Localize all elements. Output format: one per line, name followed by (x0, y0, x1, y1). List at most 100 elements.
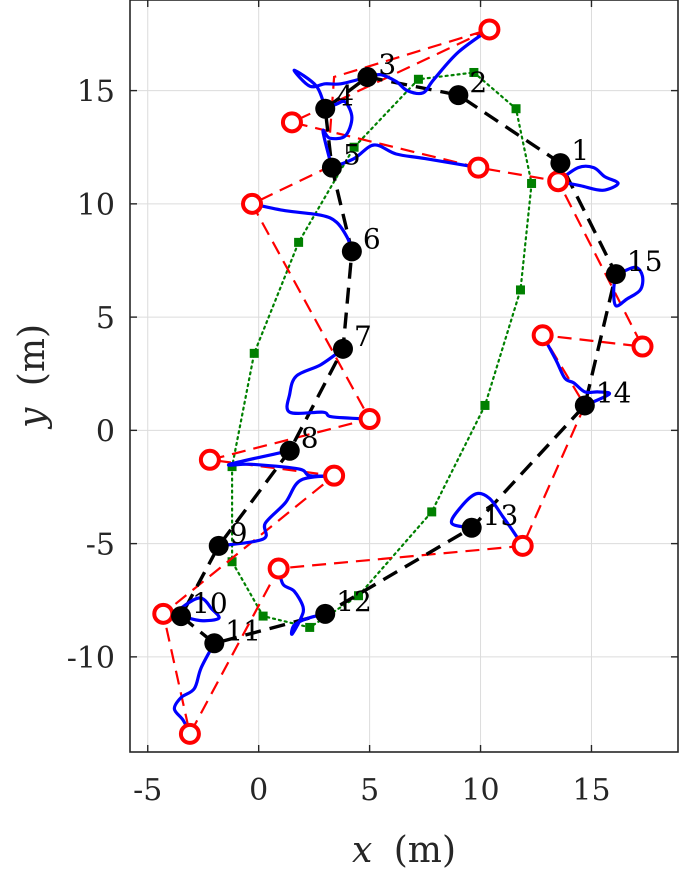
y-tick-label: -10 (67, 641, 115, 676)
y-tick-label: 10 (77, 188, 115, 223)
black-node-3 (357, 67, 378, 88)
plot-area-background (130, 0, 678, 752)
black-node-2 (448, 85, 469, 106)
red-circle-marker (323, 464, 346, 487)
y-axis-var: y (12, 407, 53, 430)
red-circle-marker (547, 170, 570, 193)
blue-path (449, 491, 525, 548)
node-label-3: 3 (378, 48, 396, 81)
node-label-5: 5 (343, 139, 361, 172)
y-axis-unit: (m) (12, 324, 53, 386)
black-nodes (171, 67, 626, 654)
node-label-6: 6 (363, 222, 381, 255)
black-node-8 (279, 440, 300, 461)
blue-path (285, 347, 372, 421)
blue-path (612, 265, 645, 308)
red-circle-marker (631, 335, 654, 358)
node-label-11: 11 (225, 614, 261, 647)
blue-path (330, 143, 480, 170)
blue-path (541, 333, 612, 407)
green-square-marker (349, 142, 359, 152)
green-square-marker (354, 591, 364, 601)
black-node-11 (204, 633, 225, 654)
red-circle-marker (467, 156, 490, 179)
black-node-15 (605, 264, 626, 285)
y-tick-label: 15 (77, 75, 115, 110)
blue-path (321, 99, 354, 170)
green-square-marker (294, 237, 304, 247)
green-square-marker (258, 611, 268, 621)
x-tick-label: 0 (249, 773, 268, 808)
green-square-marker (227, 557, 237, 567)
green-square-marker (249, 348, 259, 358)
x-axis-label: x (m) (352, 830, 456, 871)
y-tick-label: 0 (96, 414, 115, 449)
black-node-9 (208, 535, 229, 556)
red-circle-marker (280, 111, 303, 134)
red-circle-marker (358, 408, 381, 431)
y-axis-label: y (m) (12, 324, 53, 430)
black-node-13 (461, 517, 482, 538)
black-node-14 (574, 395, 595, 416)
node-label-13: 13 (483, 499, 519, 532)
x-tick-label: 10 (461, 773, 499, 808)
x-axis-var: x (352, 830, 372, 871)
green-square-marker (515, 285, 525, 295)
red-circle-marker (511, 534, 534, 557)
node-label-15: 15 (627, 245, 663, 278)
green-square-marker (480, 400, 490, 410)
y-tick-label: -5 (86, 528, 115, 563)
green-square-marker (527, 178, 537, 188)
x-tick-labels: -5 0 5 10 15 (133, 0, 611, 808)
black-node-5 (321, 157, 342, 178)
node-label-1: 1 (571, 134, 589, 167)
red-circle-marker (198, 448, 221, 471)
blue-path (365, 27, 491, 96)
x-axis-unit: (m) (394, 830, 456, 871)
x-tick-label: 15 (572, 773, 610, 808)
node-label-4: 4 (336, 80, 354, 113)
red-circle-marker (267, 557, 290, 580)
node-label-12: 12 (336, 585, 372, 618)
red-circle-marker (241, 192, 264, 215)
black-node-1 (550, 153, 571, 174)
red-circle-marker (531, 324, 554, 347)
red-circle-marker (478, 18, 501, 41)
blue-path (250, 202, 354, 253)
green-square-marker (427, 507, 437, 517)
node-label-10: 10 (192, 587, 228, 620)
red-circle-marker (178, 722, 201, 745)
node-label-2: 2 (469, 66, 487, 99)
y-tick-label: 5 (96, 301, 115, 336)
blue-paths (172, 27, 645, 736)
blue-path (172, 641, 216, 736)
black-node-4 (315, 98, 336, 119)
green-square-marker (413, 74, 423, 84)
blue-path (277, 566, 327, 636)
blue-path (292, 68, 369, 111)
node-label-9: 9 (230, 517, 248, 550)
blue-path (217, 474, 336, 548)
black-node-10 (171, 606, 192, 627)
x-tick-label: -5 (133, 773, 162, 808)
black-node-6 (341, 241, 362, 262)
black-route-line (178, 75, 618, 646)
green-square-marker (469, 67, 479, 77)
green-route-line (231, 71, 533, 629)
node-label-8: 8 (301, 422, 319, 455)
x-tick-label: 5 (360, 773, 379, 808)
plot-frame (129, 0, 679, 753)
grid-lines (130, 0, 678, 752)
black-node-12 (315, 603, 336, 624)
red-circle-marker (152, 602, 175, 625)
green-square-marker (305, 622, 315, 632)
green-square-marker (511, 104, 521, 114)
node-label-7: 7 (354, 320, 372, 353)
black-dashed-route (178, 75, 618, 646)
node-label-14: 14 (596, 376, 632, 409)
blue-path (556, 164, 620, 192)
black-node-7 (332, 338, 353, 359)
